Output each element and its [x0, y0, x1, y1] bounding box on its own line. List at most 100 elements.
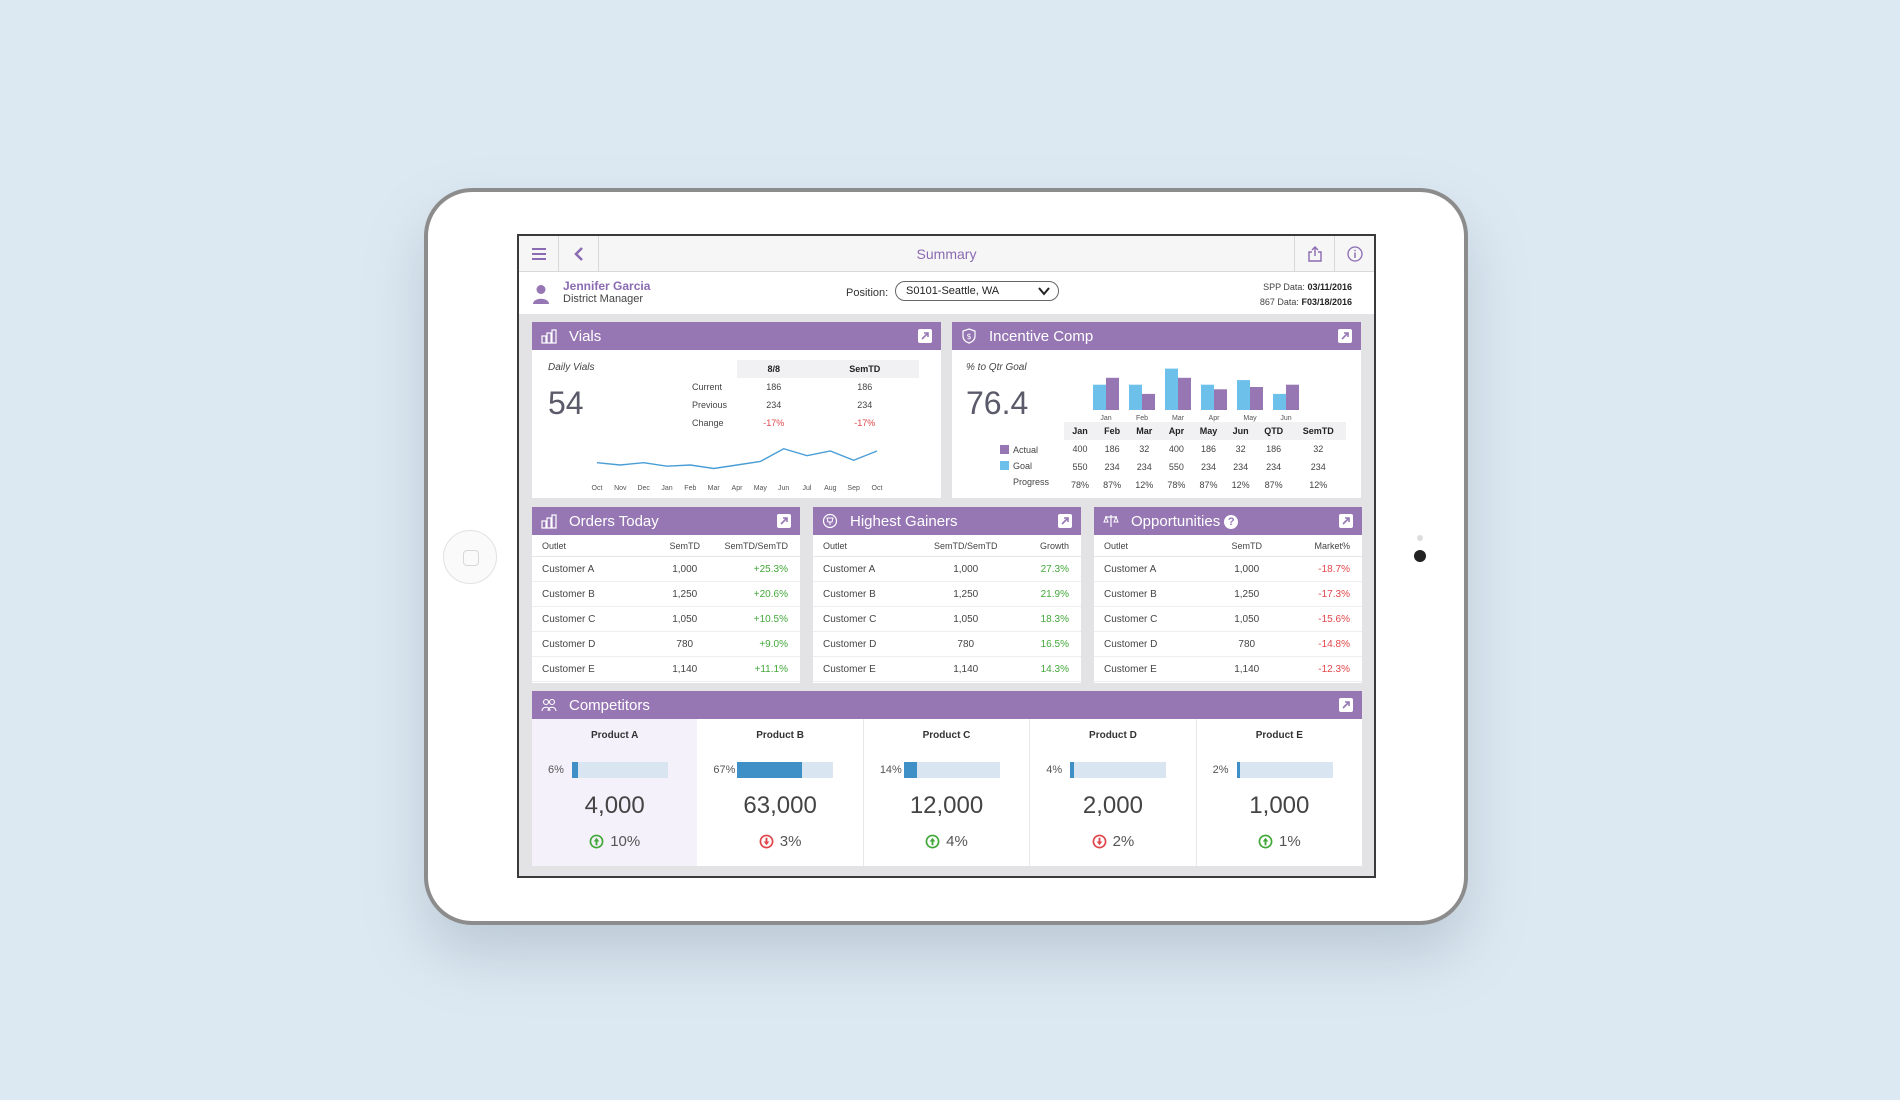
bar-goal — [1237, 380, 1250, 410]
list-row[interactable]: Customer E 1,140 14.3% — [813, 657, 1081, 682]
user-name: Jennifer Garcia — [563, 279, 651, 293]
outlet-name: Customer B — [1104, 588, 1157, 600]
cell: 400 — [1072, 444, 1088, 454]
position-label: Position: — [846, 287, 889, 299]
share-bar-fill — [1236, 762, 1240, 778]
change-value: 16.5% — [1040, 638, 1069, 650]
expand-icon[interactable] — [1058, 514, 1072, 528]
product-value: 12,000 — [909, 792, 984, 819]
change-value: 21.9% — [1040, 588, 1069, 600]
share-button[interactable] — [1294, 236, 1334, 272]
outlet-name: Customer C — [1104, 613, 1158, 625]
opportunities-list: Outlet SemTD Market% Customer A 1,000 -18.7% C… — [1094, 535, 1362, 682]
list-row[interactable]: Customer E 1,140 -12.3% — [1094, 657, 1362, 682]
product-name: Product E — [1255, 730, 1303, 741]
product-name: Product A — [590, 730, 639, 741]
expand-icon[interactable] — [1338, 329, 1352, 343]
change-value: +11.1% — [754, 663, 788, 675]
orders-panel: Orders Today Outlet SemTD SemTD/SemTD Custo… — [532, 507, 800, 683]
product-name: Product B — [756, 730, 804, 741]
legend-label-goal: Goal — [1013, 461, 1033, 471]
list-row[interactable]: Customer D 780 +9.0% — [532, 632, 800, 657]
list-row[interactable]: Customer A 1,000 -18.7% — [1094, 557, 1362, 582]
arrow-down-circle-icon — [1092, 834, 1107, 849]
bar-goal — [1201, 384, 1214, 410]
opportunities-title-text: Opportunities — [1131, 513, 1221, 530]
d867-date: F03/18/2016 — [1301, 297, 1352, 307]
list-row[interactable]: Customer D 780 16.5% — [813, 632, 1081, 657]
cell: 234 — [1201, 462, 1217, 472]
change-value: -17.3% — [1318, 588, 1350, 600]
info-button[interactable] — [1334, 236, 1374, 272]
list-row[interactable]: Customer A 1,000 +25.3% — [532, 557, 800, 582]
table-row-progress: 78% 87% 12% 78% 87% 12% 87% 12% — [1064, 476, 1346, 494]
table-row-goal: 550 234 234 550 234 234 234 234 — [1064, 458, 1346, 476]
change-indicator: 4% — [864, 833, 1029, 850]
list-row[interactable]: Customer E 1,140 +11.1% — [532, 657, 800, 682]
x-tick-label: Aug — [824, 485, 837, 492]
expand-icon[interactable] — [777, 514, 791, 528]
list-header: Outlet SemTD Market% — [1094, 535, 1362, 557]
semtd-value: 1,050 — [1234, 613, 1260, 625]
home-button[interactable] — [443, 530, 497, 584]
list-row[interactable]: Customer B 1,250 -17.3% — [1094, 582, 1362, 607]
x-tick-label: Feb — [1136, 415, 1148, 422]
qtr-goal-label: % to Qtr Goal — [966, 362, 1027, 373]
list-row[interactable]: Customer B 1,250 21.9% — [813, 582, 1081, 607]
x-tick-label: Sep — [847, 485, 860, 492]
menu-button[interactable] — [519, 236, 559, 272]
share-label: 67% — [713, 764, 736, 776]
cell: 87% — [1199, 480, 1218, 490]
legend-swatch-goal — [1000, 461, 1009, 470]
change-value: -15.6% — [1318, 613, 1350, 625]
competitor-card[interactable]: Product B 67% 63,000 3% — [697, 719, 864, 866]
table-row-actual: 400 186 32 400 186 32 186 32 — [1064, 440, 1346, 458]
position-select[interactable]: S0101-Seattle, WA — [895, 281, 1059, 301]
cell: 234 — [1310, 462, 1326, 472]
incentive-panel: $ Incentive Comp % to Qtr Goal 76.4 Actu… — [952, 322, 1361, 498]
help-icon[interactable]: ? — [1224, 515, 1239, 529]
d867-label: 867 Data: — [1259, 297, 1299, 307]
competitor-card[interactable]: Product E 2% 1,000 1% — [1197, 719, 1362, 866]
competitors-header: Competitors — [532, 691, 1362, 719]
vials-icon — [541, 329, 557, 344]
bar-actual — [1214, 389, 1227, 410]
daily-vials-label: Daily Vials — [548, 362, 595, 373]
spp-date: 03/11/2016 — [1307, 282, 1352, 292]
app-screen: Summary Jennifer Garcia District Manager… — [517, 234, 1376, 878]
list-row[interactable]: Customer C 1,050 -15.6% — [1094, 607, 1362, 632]
change-value: 1% — [1278, 833, 1301, 850]
row-label-current: Current — [692, 382, 723, 392]
list-row[interactable]: Customer C 1,050 18.3% — [813, 607, 1081, 632]
expand-icon[interactable] — [918, 329, 932, 343]
expand-icon[interactable] — [1339, 698, 1353, 712]
table-header-row: Jan Feb Mar Apr May Jun QTD SemTD — [1064, 422, 1346, 440]
list-row[interactable]: Customer B 1,250 +20.6% — [532, 582, 800, 607]
change-value: +9.0% — [759, 638, 788, 650]
competitor-card[interactable]: Product A 6% 4,000 10% — [532, 719, 698, 866]
row-label-previous: Previous — [692, 400, 728, 410]
cell: -17% — [854, 418, 876, 428]
change-indicator: 10% — [532, 833, 697, 850]
change-value: +20.6% — [753, 588, 788, 600]
semtd-value: 1,250 — [953, 588, 979, 600]
competitor-card[interactable]: Product C 14% 12,000 4% — [864, 719, 1031, 866]
share-bar — [1236, 762, 1333, 778]
list-row[interactable]: Customer C 1,050 +10.5% — [532, 607, 800, 632]
competitor-card[interactable]: Product D 4% 2,000 2% — [1030, 719, 1197, 866]
orders-list: Outlet SemTD SemTD/SemTD Customer A 1,000 +25… — [532, 535, 800, 682]
list-row[interactable]: Customer A 1,000 27.3% — [813, 557, 1081, 582]
back-button[interactable] — [559, 236, 599, 272]
share-bar-fill — [737, 762, 802, 778]
change-value: +25.3% — [753, 563, 788, 575]
vials-table: 8/8 SemTD 186 186 234 234 -17% -17% — [737, 360, 919, 432]
col-header: May — [1192, 422, 1225, 440]
list-row[interactable]: Customer D 780 -14.8% — [1094, 632, 1362, 657]
expand-icon[interactable] — [1339, 514, 1353, 528]
col-header: Jun — [1224, 422, 1257, 440]
x-tick-label: May — [1243, 415, 1257, 422]
competitors-panel: Competitors Product A 6% 4,000 10% Product B… — [532, 691, 1362, 866]
change-value: -12.3% — [1318, 663, 1350, 675]
col-header: Jan — [1064, 422, 1097, 440]
opportunities-header: Opportunities? — [1094, 507, 1362, 535]
